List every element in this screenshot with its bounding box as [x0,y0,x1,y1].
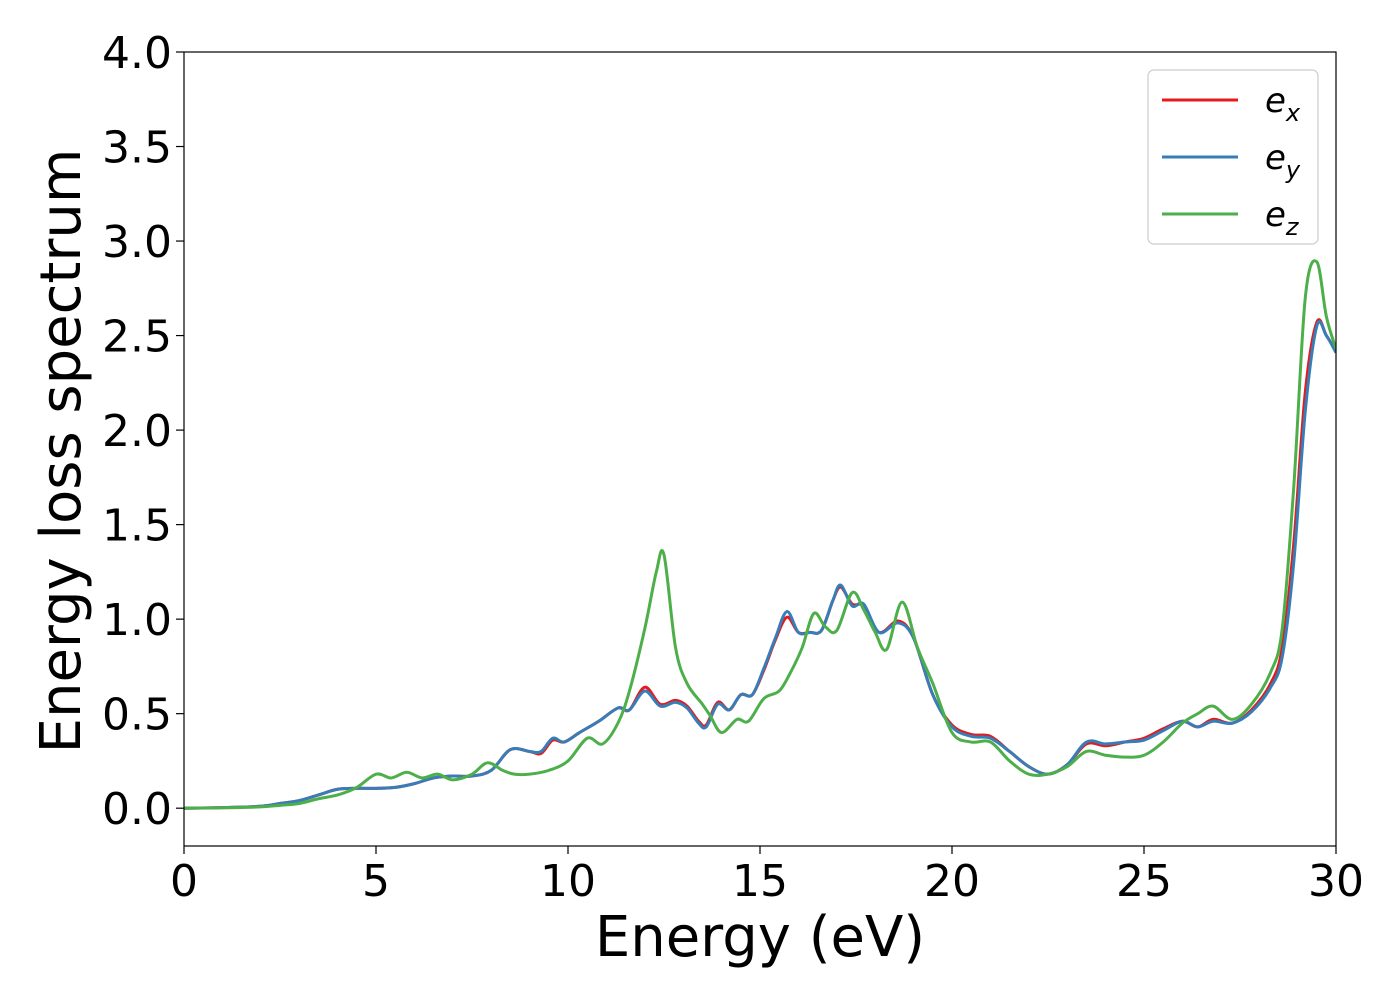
y-tick-label: 1.5 [102,501,172,552]
x-tick-label: 5 [362,856,390,907]
legend-label-ey: ey [1265,138,1301,184]
y-axis-title: Energy loss spectrum [29,149,94,754]
x-tick-label: 15 [732,856,788,907]
series-line-ex [184,318,1336,810]
y-tick-label: 1.0 [102,595,172,646]
y-tick-label: 4.0 [102,28,172,79]
legend: ex ey ez [1147,69,1319,245]
series-line-ez [184,259,1336,810]
x-tick-label: 30 [1308,856,1364,907]
x-tick-label: 25 [1116,856,1172,907]
legend-label-ex: ex [1265,81,1301,127]
y-tick-label: 3.0 [102,217,172,268]
y-tick-label: 0.0 [102,784,172,835]
legend-label-ez: ez [1265,195,1300,241]
y-tick-label: 3.5 [102,123,172,174]
x-tick-label: 20 [924,856,980,907]
y-tick-label: 2.0 [102,406,172,457]
x-axis-title: Energy (eV) [595,905,925,970]
x-tick-label: 0 [170,856,198,907]
series-line-ey [184,320,1336,810]
y-tick-label: 2.5 [102,312,172,363]
x-tick-label: 10 [540,856,596,907]
series-lines [184,259,1336,810]
y-tick-label: 0.5 [102,690,172,741]
plot-area: 0 5 10 15 20 25 30 0.0 0.5 1.0 1.5 2.0 2.5 3.0 3.5 4.0 E… [29,28,1364,970]
